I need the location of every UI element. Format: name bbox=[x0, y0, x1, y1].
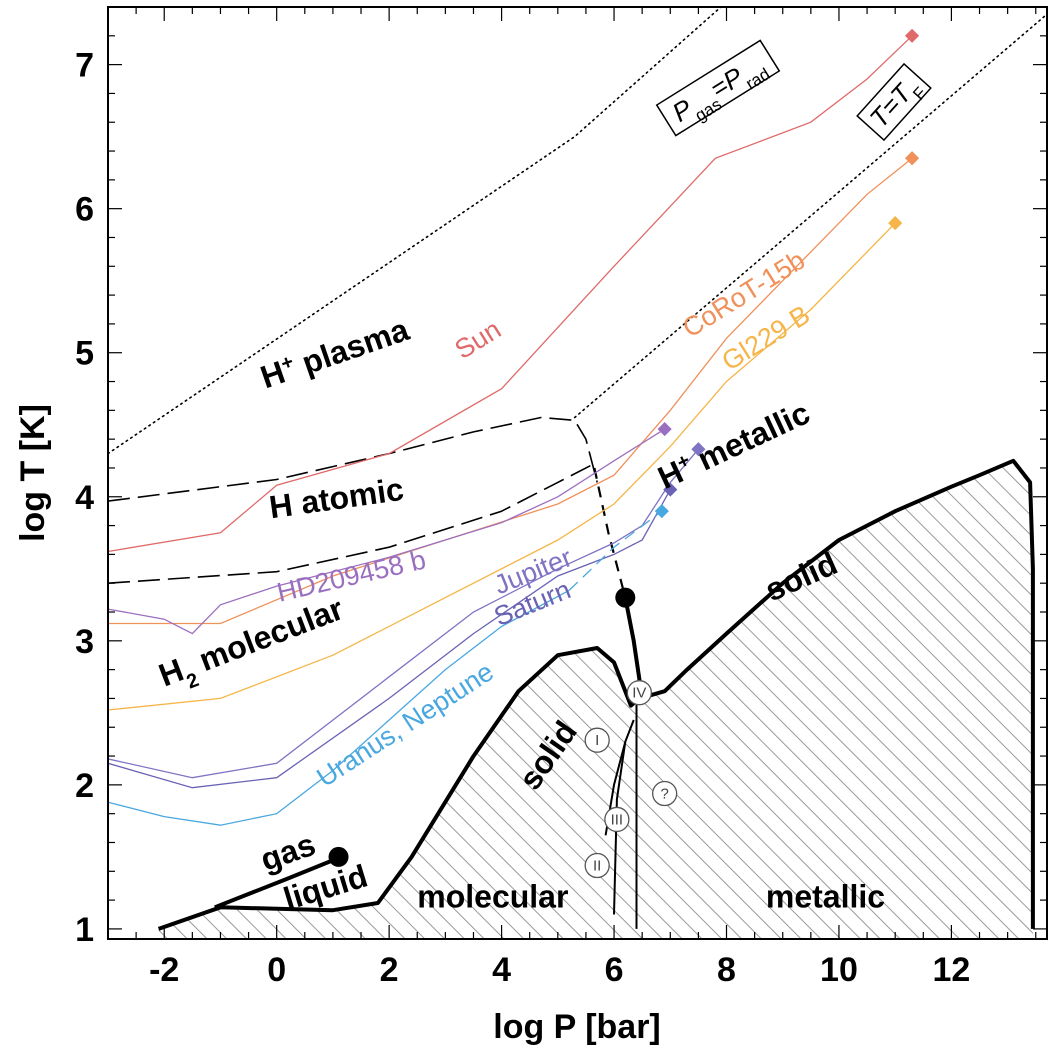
region-label-h-metallic-3: H+ metallic bbox=[652, 394, 815, 495]
phase-marker-ii: II bbox=[584, 852, 610, 879]
y-tick-label: 7 bbox=[75, 47, 94, 85]
series-line-hd209458-b bbox=[108, 428, 666, 635]
boundary-molecular-solid bbox=[157, 458, 1035, 931]
critical-point-1 bbox=[328, 846, 349, 867]
x-tick-label: 0 bbox=[267, 951, 286, 989]
svg-text:?: ? bbox=[660, 786, 668, 803]
y-tick-label: 5 bbox=[75, 335, 94, 373]
phase-marker-unknown: ? bbox=[652, 780, 678, 807]
series-line-uranus-neptune-extension bbox=[568, 510, 663, 591]
reference-line-pgas-prad bbox=[108, 7, 722, 455]
y-tick-label: 2 bbox=[75, 767, 94, 805]
y-axis-title: log T [K] bbox=[14, 404, 52, 542]
x-axis-title: log P [bar] bbox=[493, 1008, 661, 1046]
boundary-gas-liquid bbox=[214, 855, 343, 910]
x-tick-label: -2 bbox=[149, 951, 179, 989]
x-tick-label: 10 bbox=[820, 951, 858, 989]
boundary-phase-ii-iii bbox=[613, 741, 627, 915]
phase-marker-i: I bbox=[584, 727, 610, 753]
x-tick-label: 6 bbox=[605, 951, 624, 989]
boundary-critical-line bbox=[623, 597, 645, 699]
series-end-marker-gl229-b bbox=[888, 216, 903, 231]
reference-label-pgas-prad: Pgas=Prad bbox=[655, 39, 781, 137]
series-line-jupiter bbox=[108, 448, 699, 779]
series-line-gl229-b bbox=[108, 222, 896, 711]
region-label-h2-molecular-2: H2 molecular bbox=[154, 590, 352, 702]
phase-marker-iv: IV bbox=[626, 680, 653, 706]
series-line-uranus-neptune bbox=[108, 589, 570, 826]
series-end-marker-jupiter bbox=[691, 442, 706, 457]
series-end-marker-uranus-neptune bbox=[654, 504, 669, 519]
x-tick-label: 2 bbox=[380, 951, 399, 989]
y-tick-label: 3 bbox=[75, 623, 94, 661]
plot-frame bbox=[107, 6, 1048, 940]
y-tick-label: 6 bbox=[75, 191, 94, 229]
region-label-metallic-9: metallic bbox=[766, 878, 885, 914]
phase-marker-iii: III bbox=[604, 806, 630, 833]
series-line-corot-15b bbox=[108, 157, 913, 625]
series-line-sun bbox=[108, 35, 913, 553]
series-line-saturn bbox=[108, 489, 671, 789]
x-tick-label: 8 bbox=[717, 951, 736, 989]
svg-text:II: II bbox=[593, 858, 601, 875]
boundary-h-ionization bbox=[108, 416, 598, 502]
region-label-h-plasma-0: H+ plasma bbox=[256, 311, 413, 395]
reference-line-t-tf bbox=[573, 13, 1047, 419]
series-end-marker-corot-15b bbox=[904, 151, 920, 166]
x-tick-label: 12 bbox=[932, 951, 970, 989]
svg-text:I: I bbox=[595, 732, 599, 749]
solid-hatch-area bbox=[158, 460, 1033, 939]
series-end-marker-saturn bbox=[663, 482, 678, 497]
reference-label-t-tf: T=TF bbox=[856, 62, 932, 142]
y-tick-label: 4 bbox=[75, 479, 94, 517]
region-label-molecular-8: molecular bbox=[417, 878, 568, 914]
critical-point-2 bbox=[615, 587, 636, 608]
series-end-marker-sun bbox=[904, 28, 920, 43]
solid-region-hatch bbox=[158, 460, 1033, 939]
object-label-sun: Sun bbox=[450, 314, 507, 365]
svg-text:III: III bbox=[611, 811, 624, 828]
x-tick-label: 4 bbox=[492, 951, 511, 989]
object-label-hd209458-b: HD209458 b bbox=[274, 544, 428, 607]
boundary-ppt-extension bbox=[593, 467, 627, 598]
y-tick-label: 1 bbox=[75, 911, 94, 949]
svg-text:IV: IV bbox=[632, 685, 646, 702]
boundary-h2-dissociation bbox=[108, 464, 592, 584]
region-label-h-atomic-1: H atomic bbox=[267, 471, 406, 525]
series-end-marker-hd209458-b bbox=[657, 421, 672, 437]
